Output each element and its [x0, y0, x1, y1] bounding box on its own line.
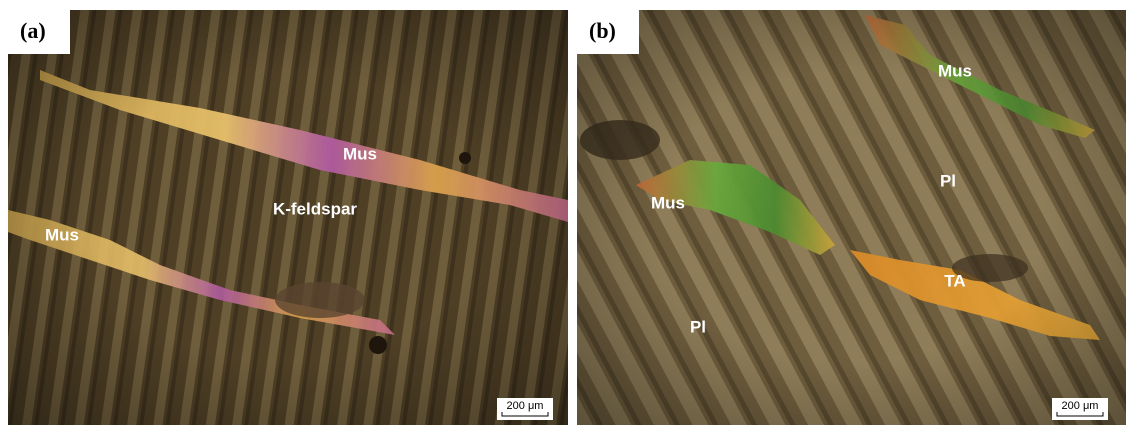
panel-label: (b): [589, 18, 616, 43]
figure: Mus K-feldspar Mus (a) 200 μm Mus Pl Mus…: [0, 0, 1126, 427]
panel-a: Mus K-feldspar Mus (a) 200 μm: [8, 10, 568, 425]
annotation: Pl: [690, 317, 706, 336]
vignette: [577, 10, 1126, 425]
panel-b: Mus Pl Mus TA Pl (b) 200 μm: [577, 10, 1126, 425]
annotation: K-feldspar: [273, 199, 357, 218]
scale-label: 200 μm: [1062, 400, 1099, 412]
annotation: Mus: [651, 193, 685, 212]
annotation: Mus: [938, 61, 972, 80]
annotation: Mus: [343, 144, 377, 163]
scale-label: 200 μm: [507, 400, 544, 412]
annotation: TA: [944, 271, 965, 290]
panel-label: (a): [20, 18, 46, 43]
annotation: Pl: [940, 171, 956, 190]
annotation: Mus: [45, 225, 79, 244]
